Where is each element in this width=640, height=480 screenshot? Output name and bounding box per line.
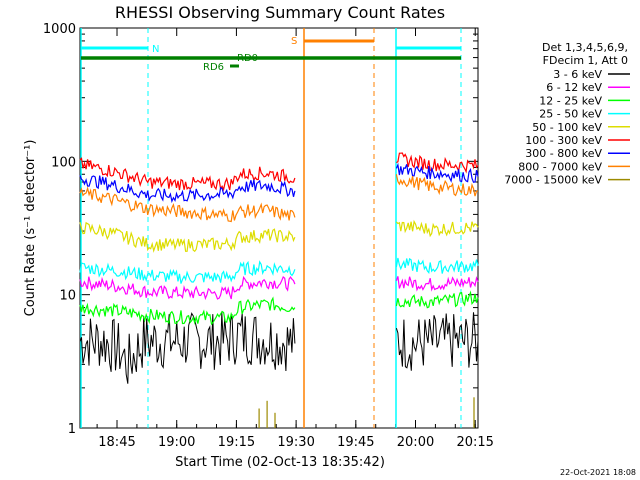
series-line [395, 219, 479, 238]
legend-entry-label: 50 - 100 keV [532, 121, 602, 134]
series-6-12keV [79, 275, 479, 301]
annotation-rd6: RD6 [203, 62, 224, 73]
series-line [79, 175, 296, 204]
series-line [395, 174, 479, 197]
series-line [395, 290, 479, 309]
legend-entry-label: 100 - 300 keV [525, 134, 602, 147]
x-tick-label: 18:45 [98, 435, 135, 450]
y-tick-label: 1 [68, 422, 76, 437]
y-tick-label: 1000 [43, 22, 76, 37]
series-layer [79, 152, 479, 428]
series-800-7000keV [79, 174, 479, 223]
series-line [79, 312, 296, 384]
series-12-25keV [79, 290, 479, 326]
series-line [79, 260, 296, 284]
series-100-300keV [79, 152, 479, 192]
x-axis-label: Start Time (02-Oct-13 18:35:42) [175, 455, 385, 470]
series-7000-15000keV [258, 397, 475, 428]
x-tick-label: 19:45 [337, 435, 374, 450]
x-axis-ticks: 18:45 19:00 19:15 19:30 19:45 20:00 20:15 [96, 28, 494, 450]
x-tick-label: 19:00 [158, 435, 195, 450]
x-tick-label: 20:00 [397, 435, 434, 450]
y-axis-label: Count Rate (s⁻¹ detector⁻¹) [23, 140, 38, 317]
series-line [395, 312, 479, 371]
legend: Det 1,3,4,5,6,9, FDecim 1, Att 0 3 - 6 k… [504, 41, 630, 187]
series-line [79, 296, 296, 326]
x-tick-label: 20:15 [456, 435, 493, 450]
series-25-50keV [79, 257, 479, 284]
legend-entry-label: 7000 - 15000 keV [504, 174, 602, 187]
legend-header-2: FDecim 1, Att 0 [543, 54, 628, 67]
legend-entry-label: 300 - 800 keV [525, 147, 602, 160]
series-3-6keV [79, 312, 479, 384]
footer-date: 22-Oct-2021 18:08 [560, 468, 636, 477]
legend-entry-label: 3 - 6 keV [553, 68, 602, 81]
series-line [79, 221, 296, 253]
legend-entry-label: 6 - 12 keV [546, 81, 602, 94]
legend-entry-label: 25 - 50 keV [539, 108, 602, 121]
annotation-s: S [291, 36, 297, 47]
y-tick-label: 10 [59, 289, 76, 304]
chart-title: RHESSI Observing Summary Count Rates [115, 3, 445, 22]
series-line [396, 152, 479, 174]
flag-bars [81, 39, 461, 68]
legend-entry-label: 800 - 7000 keV [518, 160, 602, 173]
series-line [79, 157, 296, 192]
y-tick-label: 100 [51, 155, 76, 170]
plot-frame [79, 27, 479, 429]
series-line [395, 162, 479, 183]
event-markers [80, 28, 462, 428]
x-tick-label: 19:15 [218, 435, 255, 450]
series-line [79, 275, 296, 301]
series-line [79, 186, 296, 223]
annotation-rd0: RD0 [237, 53, 258, 64]
series-50-100keV [79, 219, 479, 253]
x-tick-label: 19:30 [277, 435, 314, 450]
legend-header-1: Det 1,3,4,5,6,9, [542, 41, 628, 54]
series-line [395, 257, 479, 275]
legend-entry-label: 12 - 25 keV [539, 94, 602, 107]
series-300-800keV [79, 162, 479, 204]
series-line [395, 276, 479, 292]
annotation-n: N [152, 44, 159, 55]
